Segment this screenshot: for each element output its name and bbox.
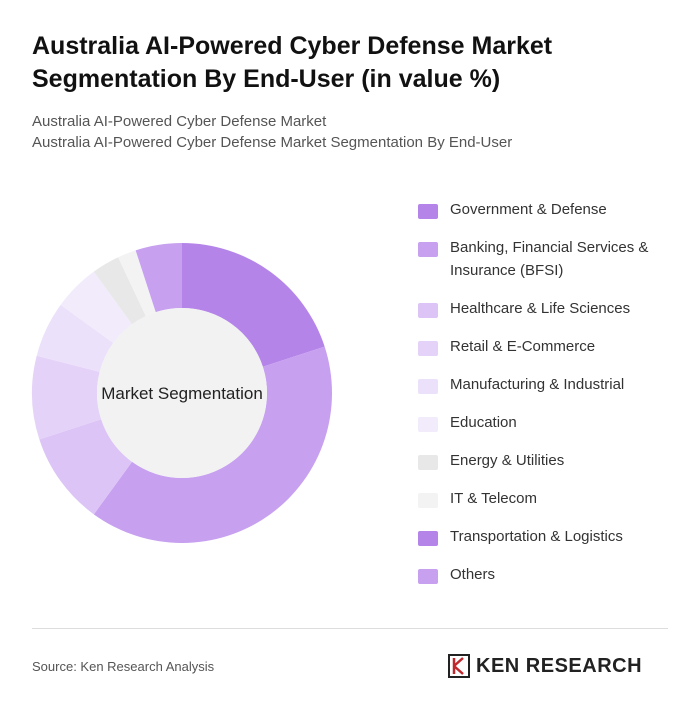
legend-label: Others xyxy=(450,566,496,583)
legend-item: Healthcare & Life Sciences xyxy=(418,297,668,320)
legend-label: Manufacturing & Industrial xyxy=(450,376,625,393)
legend-label: Energy & Utilities xyxy=(450,452,565,469)
donut-slice xyxy=(39,419,133,515)
brand: KEN RESEARCH xyxy=(448,654,642,678)
legend-item: Energy & Utilities xyxy=(418,449,668,472)
donut-slice xyxy=(118,250,156,317)
legend-item: Government & Defense xyxy=(418,198,668,221)
donut-slice xyxy=(93,257,146,325)
title: Australia AI-Powered Cyber Defense Marke… xyxy=(32,32,553,93)
legend-label: Retail & E-Commerce xyxy=(450,338,596,355)
legend-swatch xyxy=(418,417,438,432)
center-label: Market Segmentation xyxy=(101,384,263,403)
legend-swatch xyxy=(418,455,438,470)
legend-swatch xyxy=(418,569,438,584)
donut-slice xyxy=(36,304,114,372)
donut-slice xyxy=(135,243,182,313)
donut-slice xyxy=(32,355,102,440)
donut-hole xyxy=(97,308,267,478)
legend-item: Retail & E-Commerce xyxy=(418,335,668,358)
chart: Market Segmentation xyxy=(32,243,332,543)
legend-label: Transportation & Logistics xyxy=(450,528,623,545)
legend-label: Education xyxy=(450,414,517,431)
legend-label: Government & Defense xyxy=(450,201,607,218)
subtitle: Australia AI-Powered Cyber Defense Marke… xyxy=(32,113,327,130)
legend-swatch xyxy=(418,204,438,219)
donut-slice xyxy=(182,243,325,367)
donut-slice xyxy=(93,346,332,543)
legend-swatch xyxy=(418,303,438,318)
legend-swatch xyxy=(418,242,438,257)
legend-label: IT & Telecom xyxy=(450,490,537,507)
legend-label: Banking, Financial Services & Insurance … xyxy=(450,239,649,279)
logo-icon xyxy=(448,654,470,678)
legend-item: Others xyxy=(418,563,668,586)
legend: Government & Defense Banking, Financial S… xyxy=(418,198,668,601)
legend-label: Healthcare & Life Sciences xyxy=(450,300,631,317)
divider xyxy=(32,628,668,629)
legend-swatch xyxy=(418,493,438,508)
donut-slice xyxy=(60,271,133,344)
brand-name: KEN RESEARCH xyxy=(476,654,643,677)
legend-item: Manufacturing & Industrial xyxy=(418,373,668,396)
subtitle: Australia AI-Powered Cyber Defense Marke… xyxy=(32,134,513,151)
legend-item: Banking, Financial Services & Insurance … xyxy=(418,236,668,282)
source: Source: Ken Research Analysis xyxy=(32,659,215,674)
legend-item: IT & Telecom xyxy=(418,487,668,510)
legend-swatch xyxy=(418,379,438,394)
legend-item: Transportation & Logistics xyxy=(418,525,668,548)
legend-item: Education xyxy=(418,411,668,434)
legend-swatch xyxy=(418,531,438,546)
legend-swatch xyxy=(418,341,438,356)
